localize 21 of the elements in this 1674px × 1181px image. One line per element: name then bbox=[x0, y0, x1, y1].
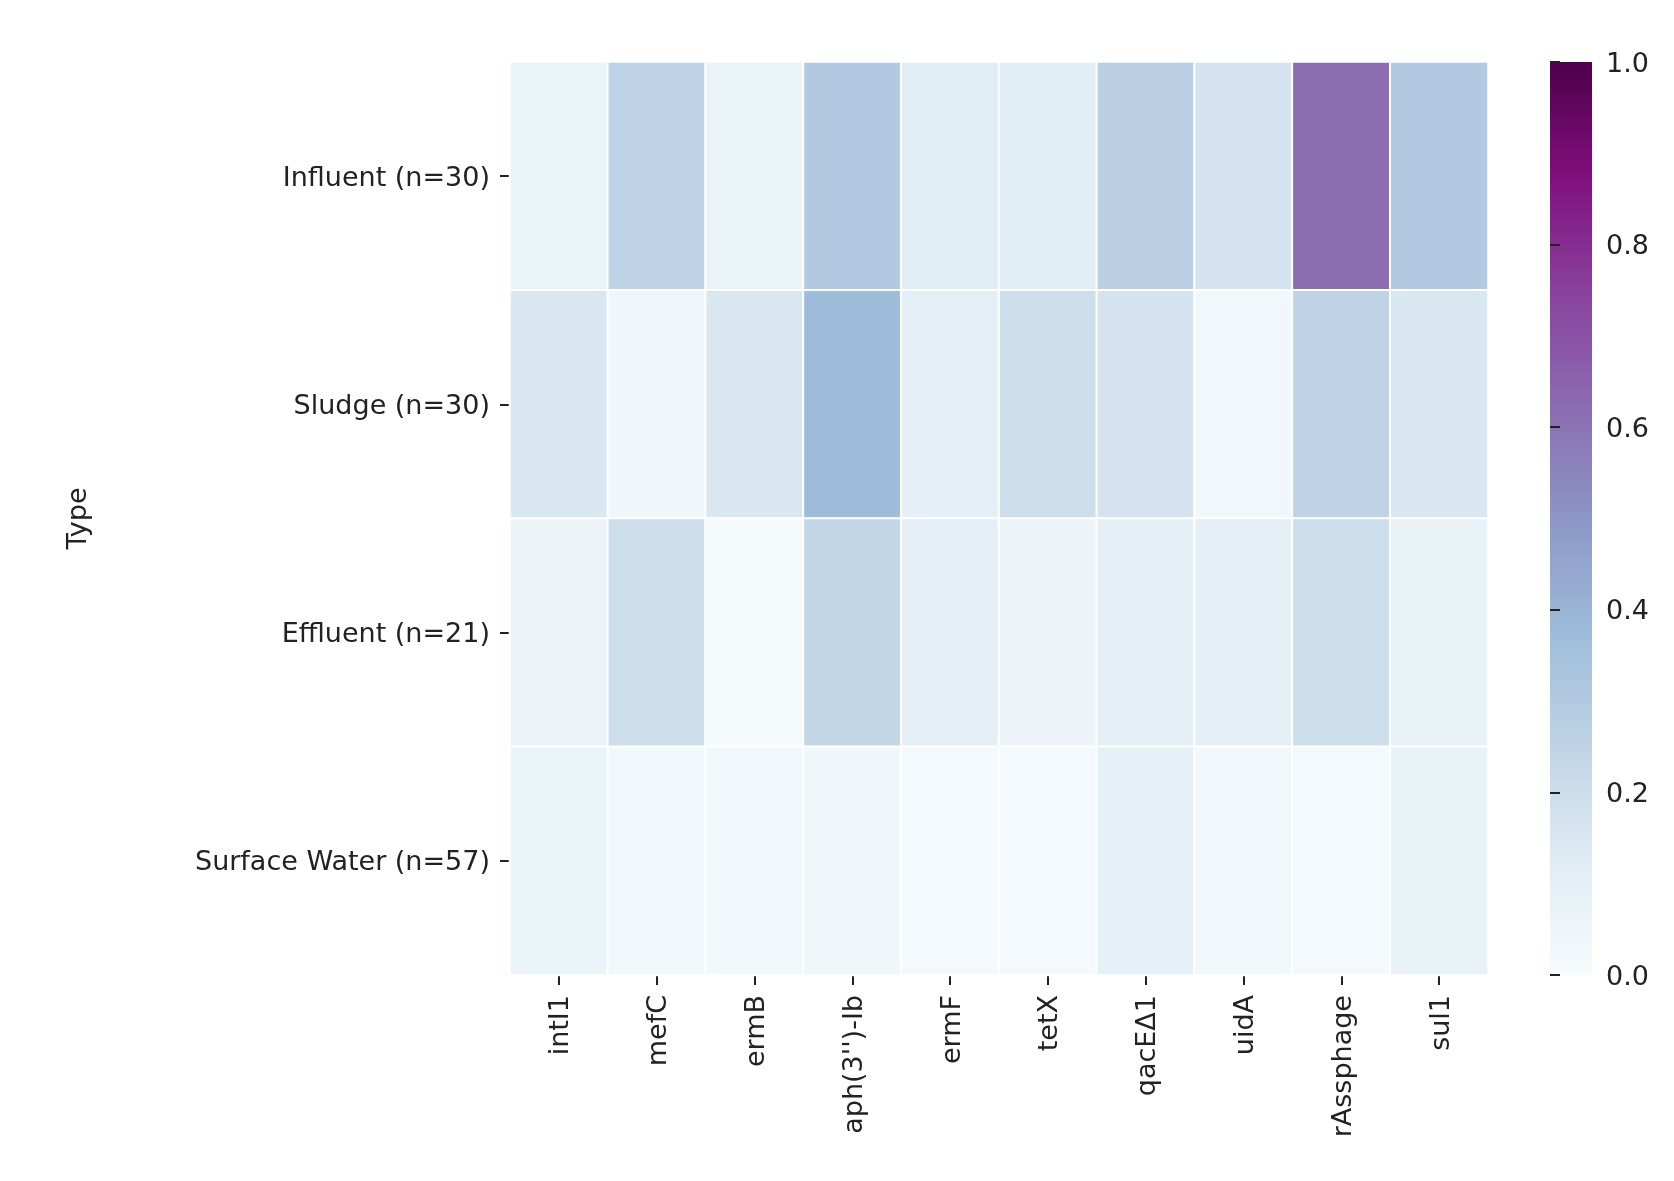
x-tick-label: mefC bbox=[641, 995, 673, 1067]
y-tick-label: Sludge (n=30) bbox=[293, 388, 490, 420]
y-tick-label: Influent (n=30) bbox=[282, 160, 490, 192]
x-tick-label: rAssphage bbox=[1325, 995, 1357, 1138]
x-tick-label: sul1 bbox=[1423, 995, 1455, 1051]
y-tick-label: Surface Water (n=57) bbox=[195, 845, 490, 877]
color-bar-label: 0.2 bbox=[1606, 776, 1649, 808]
y-tick-label: Effluent (n=21) bbox=[281, 617, 490, 649]
x-tick-label: intI1 bbox=[543, 995, 575, 1056]
x-tick-label: tetX bbox=[1032, 995, 1064, 1052]
color-bar-label: 0.4 bbox=[1606, 594, 1649, 626]
x-tick-label: uidA bbox=[1228, 994, 1259, 1056]
x-tick-label: aph(3'')-Ib bbox=[836, 995, 868, 1134]
color-bar-label: 1.0 bbox=[1606, 46, 1649, 78]
y-axis-title: Type bbox=[61, 487, 92, 551]
x-tick-label: ermB bbox=[739, 995, 770, 1068]
x-tick-label: qacEΔ1 bbox=[1130, 995, 1162, 1097]
color-bar-label: 0.8 bbox=[1606, 229, 1649, 261]
x-tick-label: ermF bbox=[934, 995, 966, 1065]
color-bar-label: 0.6 bbox=[1606, 411, 1649, 443]
color-bar-label: 0.0 bbox=[1606, 959, 1649, 991]
